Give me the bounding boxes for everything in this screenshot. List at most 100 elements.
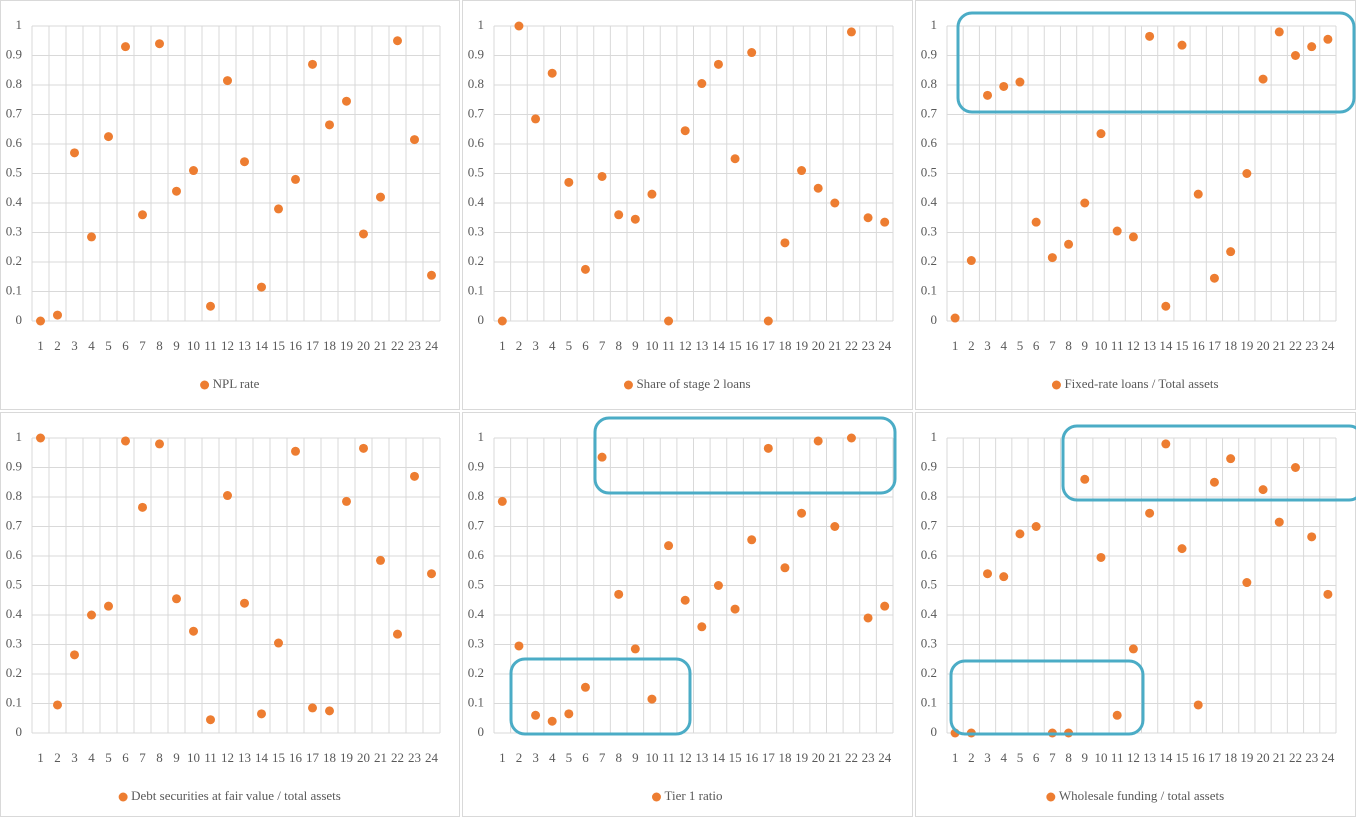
y-tick-label: 0.5 — [6, 164, 22, 179]
x-tick-label: 21 — [828, 750, 841, 765]
point — [189, 166, 198, 176]
x-tick-label: 8 — [156, 338, 163, 353]
x-tick-label: 21 — [1273, 750, 1286, 765]
point — [1031, 217, 1041, 227]
x-tick-label: 13 — [1143, 338, 1156, 353]
point — [1145, 508, 1155, 518]
plots: 00.10.20.30.40.50.60.70.80.911 2 3 4 5 6 7 8 9 10… — [6, 17, 1337, 803]
legend-label: Debt securities at fair value / total as… — [131, 788, 341, 803]
point — [830, 522, 840, 531]
x-tick-label: 17 — [762, 750, 776, 765]
point — [531, 114, 541, 124]
point — [950, 313, 960, 323]
point — [87, 610, 96, 620]
y-tick-label: 1 — [16, 429, 23, 444]
point — [880, 217, 890, 227]
point — [1307, 42, 1317, 52]
point — [1242, 169, 1252, 178]
x-tick-label: 22 — [391, 750, 404, 765]
y-tick-label: 0.3 — [921, 223, 937, 238]
x-tick-label: 3 — [532, 750, 539, 765]
point — [427, 270, 436, 280]
x-tick-label: 5 — [566, 750, 573, 765]
legend-marker — [118, 792, 128, 802]
x-tick-label: 14 — [1159, 338, 1173, 353]
point — [53, 700, 62, 710]
x-tick-label: 7 — [599, 338, 606, 353]
point — [274, 638, 283, 648]
point — [1161, 439, 1171, 449]
x-tick-label: 6 — [582, 750, 589, 765]
panel — [915, 0, 1356, 410]
point — [87, 232, 96, 242]
point — [680, 595, 690, 605]
y-tick-label: 0.6 — [921, 135, 938, 150]
point — [1290, 51, 1300, 60]
point — [1177, 40, 1187, 50]
x-tick-label: 2 — [968, 750, 975, 765]
highlight-box — [593, 416, 897, 495]
x-tick-label: 19 — [340, 338, 353, 353]
point — [1258, 74, 1268, 84]
x-tick-label: 18 — [778, 750, 791, 765]
x-tick-label: 20 — [1257, 750, 1270, 765]
y-tick-label: 0.7 — [6, 105, 23, 120]
x-tick-label: 8 — [1065, 338, 1072, 353]
x-tick-label: 14 — [255, 750, 269, 765]
point — [983, 569, 993, 579]
point — [1258, 485, 1268, 495]
x-tick-label: 21 — [828, 338, 841, 353]
point — [797, 508, 807, 518]
x-tick-label: 15 — [729, 750, 742, 765]
point — [1096, 552, 1106, 562]
x-tick-label: 22 — [845, 338, 858, 353]
x-tick-label: 13 — [238, 338, 251, 353]
point — [410, 471, 419, 481]
x-tick-label: 13 — [1143, 750, 1156, 765]
x-tick-label: 11 — [1111, 338, 1124, 353]
point — [1112, 710, 1122, 720]
x-tick-label: 23 — [408, 338, 421, 353]
x-tick-label: 3 — [71, 750, 78, 765]
point — [983, 90, 993, 100]
scatter-chart: 00.10.20.30.40.50.60.70.80.911 2 3 4 5 6 7 8 9 10… — [921, 429, 1337, 803]
x-tick-label: 16 — [289, 338, 303, 353]
x-tick-label: 4 — [549, 338, 556, 353]
point — [614, 589, 624, 599]
point — [138, 210, 147, 220]
x-tick-label: 9 — [632, 338, 639, 353]
x-tick-label: 19 — [795, 750, 808, 765]
x-tick-label: 9 — [1082, 338, 1089, 353]
point — [1096, 129, 1106, 139]
point — [359, 229, 368, 239]
x-tick-label: 18 — [1224, 338, 1237, 353]
x-tick-label: 1 — [499, 750, 506, 765]
x-tick-label: 9 — [173, 750, 180, 765]
point — [223, 491, 232, 501]
point — [410, 135, 419, 145]
point — [730, 604, 740, 614]
highlight-box — [509, 657, 692, 736]
y-tick-label: 0 — [931, 312, 938, 327]
x-tick-label: 14 — [1159, 750, 1173, 765]
point — [223, 76, 232, 86]
point — [1080, 198, 1090, 208]
y-tick-label: 0.2 — [468, 253, 484, 268]
point — [647, 694, 657, 704]
x-tick-label: 19 — [340, 750, 353, 765]
point — [393, 36, 402, 46]
point — [53, 310, 62, 320]
x-tick-label: 14 — [712, 338, 726, 353]
point — [999, 572, 1009, 582]
x-tick-label: 5 — [566, 338, 573, 353]
point — [614, 210, 624, 220]
point — [730, 154, 740, 164]
point — [257, 709, 266, 719]
point — [863, 213, 873, 223]
x-tick-label: 19 — [1240, 750, 1253, 765]
point — [547, 68, 557, 78]
point — [966, 256, 976, 266]
scatter-chart: 00.10.20.30.40.50.60.70.80.911 2 3 4 5 6 7 8 9 10… — [468, 17, 894, 391]
x-tick-label: 23 — [862, 338, 875, 353]
